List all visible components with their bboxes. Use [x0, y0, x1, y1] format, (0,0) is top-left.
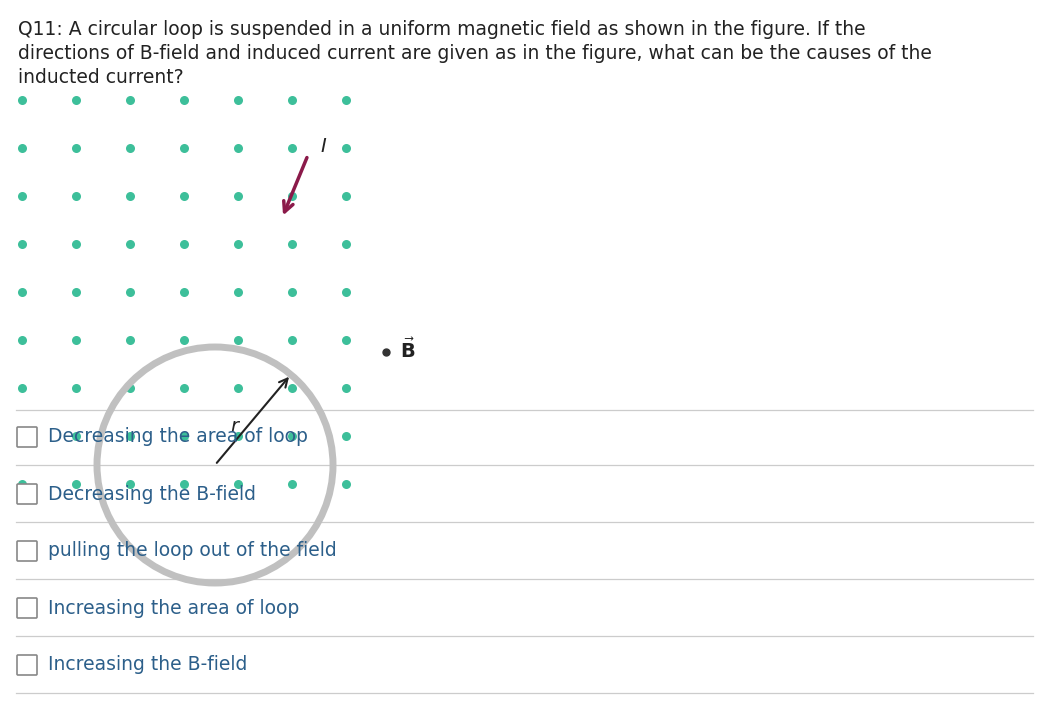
FancyBboxPatch shape: [17, 541, 37, 561]
Text: $r$: $r$: [229, 417, 241, 436]
Text: Decreasing the area of loop: Decreasing the area of loop: [48, 428, 308, 446]
Text: Q11: A circular loop is suspended in a uniform magnetic field as shown in the fi: Q11: A circular loop is suspended in a u…: [18, 20, 866, 39]
Text: Increasing the B-field: Increasing the B-field: [48, 655, 247, 675]
Text: $I$: $I$: [320, 138, 328, 156]
FancyBboxPatch shape: [17, 427, 37, 447]
Text: $\vec{\mathbf{B}}$: $\vec{\mathbf{B}}$: [401, 338, 415, 362]
FancyBboxPatch shape: [17, 598, 37, 618]
Text: Increasing the area of loop: Increasing the area of loop: [48, 598, 299, 618]
FancyBboxPatch shape: [17, 655, 37, 675]
Text: directions of B-field and induced current are given as in the figure, what can b: directions of B-field and induced curren…: [18, 44, 931, 63]
Text: Decreasing the B-field: Decreasing the B-field: [48, 485, 256, 503]
FancyBboxPatch shape: [17, 484, 37, 504]
Text: inducted current?: inducted current?: [18, 68, 184, 87]
Text: pulling the loop out of the field: pulling the loop out of the field: [48, 541, 337, 560]
